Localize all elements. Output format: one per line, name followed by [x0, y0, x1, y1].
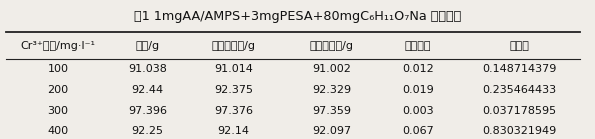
Text: 试验后重量/g: 试验后重量/g	[212, 41, 255, 50]
Text: 0.012: 0.012	[402, 64, 434, 74]
Text: 91.014: 91.014	[214, 64, 253, 74]
Text: 92.329: 92.329	[312, 85, 351, 95]
Text: 200: 200	[48, 85, 68, 95]
Text: 表1 1mgAA/AMPS+3mgPESA+80mgC₆H₁₁O₇Na 实验数据: 表1 1mgAA/AMPS+3mgPESA+80mgC₆H₁₁O₇Na 实验数据	[134, 10, 461, 23]
Text: 92.375: 92.375	[214, 85, 253, 95]
Text: 0.019: 0.019	[402, 85, 434, 95]
Text: 91.038: 91.038	[128, 64, 167, 74]
Text: 酸洗后重量/g: 酸洗后重量/g	[310, 41, 353, 50]
Text: 0.003: 0.003	[402, 106, 434, 116]
Text: 0.067: 0.067	[402, 126, 434, 136]
Text: 91.002: 91.002	[312, 64, 351, 74]
Text: 400: 400	[48, 126, 68, 136]
Text: 300: 300	[48, 106, 68, 116]
Text: 92.097: 92.097	[312, 126, 351, 136]
Text: 92.44: 92.44	[131, 85, 163, 95]
Text: 97.396: 97.396	[128, 106, 167, 116]
Text: 0.830321949: 0.830321949	[482, 126, 556, 136]
Text: 0.037178595: 0.037178595	[482, 106, 556, 116]
Text: 0.148714379: 0.148714379	[482, 64, 556, 74]
Text: 腥蚀率: 腥蚀率	[509, 41, 529, 50]
Text: 0.235464433: 0.235464433	[482, 85, 556, 95]
Text: 始重/g: 始重/g	[135, 41, 159, 50]
Text: 100: 100	[48, 64, 68, 74]
Text: 92.25: 92.25	[131, 126, 163, 136]
Text: 97.376: 97.376	[214, 106, 253, 116]
Text: 97.359: 97.359	[312, 106, 351, 116]
Text: 质量损失: 质量损失	[405, 41, 431, 50]
Text: 92.14: 92.14	[218, 126, 249, 136]
Text: Cr³⁺浓度/mg·l⁻¹: Cr³⁺浓度/mg·l⁻¹	[20, 41, 96, 50]
